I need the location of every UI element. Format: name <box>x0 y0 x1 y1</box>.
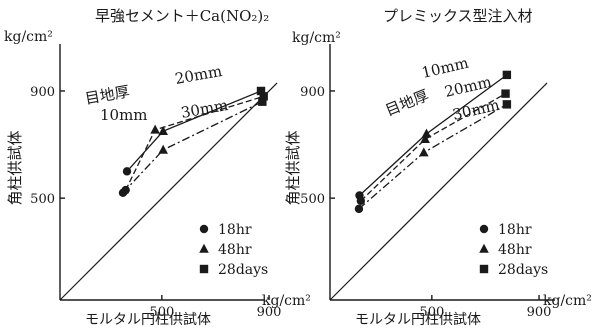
legend-label: 18hr <box>218 222 252 238</box>
data-point-48hr <box>150 124 160 134</box>
joint-thickness-annotation: 目地厚 <box>383 86 431 120</box>
series-10mm: 10mm <box>100 86 266 176</box>
y-tick-label: 900 <box>30 85 55 100</box>
series-line <box>122 101 263 194</box>
y-tick-label: 500 <box>30 192 55 207</box>
data-point-28days <box>258 97 267 106</box>
x-axis-label: モルタル円柱供試体 <box>355 312 481 328</box>
data-point-48hr <box>419 147 429 157</box>
series-30mm: 30mm <box>354 96 512 214</box>
data-point-18hr <box>356 196 366 206</box>
y-tick-label: 900 <box>300 85 325 100</box>
data-point-28days <box>259 92 268 101</box>
x-axis-label: モルタル円柱供試体 <box>85 312 211 328</box>
series-label: 30mm <box>180 96 230 122</box>
y-tick-label: 500 <box>300 192 325 207</box>
series-20mm: 20mm <box>121 62 268 195</box>
x-tick-label: 900 <box>527 305 552 320</box>
legend: 18hr 48hr 28days <box>479 222 548 278</box>
joint-thickness-annotation: 目地厚 <box>84 82 131 108</box>
series-line <box>360 93 506 202</box>
y-unit-label: kg/cm² <box>4 29 53 45</box>
x-tick-label: 500 <box>419 305 444 320</box>
legend-marker-28days <box>199 264 209 274</box>
diagonal-reference-line <box>59 82 278 301</box>
data-point-18hr <box>118 188 128 197</box>
x-unit-label: kg/cm² <box>543 293 592 309</box>
series-line <box>358 103 508 210</box>
chart-title: 早強セメント＋Ca(NO₂)₂ <box>95 7 269 25</box>
legend-label: 48hr <box>498 242 532 258</box>
panel-1: 早強セメント＋Ca(NO₂)₂ kg/cm² kg/cm² 500 900 500 900 角… <box>4 7 311 328</box>
series-line <box>359 74 508 196</box>
legend-label: 28days <box>218 262 268 278</box>
data-point-28days <box>501 89 510 98</box>
legend-marker-48hr <box>479 243 489 253</box>
data-point-28days <box>502 100 512 109</box>
legend-marker-28days <box>479 264 489 274</box>
data-point-18hr <box>354 204 364 214</box>
series-20mm: 20mm <box>356 73 510 206</box>
data-point-48hr <box>158 144 168 154</box>
legend: 18hr 48hr 28days <box>199 222 268 278</box>
legend-marker-18hr <box>199 224 209 234</box>
series-label: 10mm <box>420 54 470 82</box>
data-point-48hr <box>421 128 432 138</box>
legend-label: 18hr <box>498 222 532 238</box>
x-tick-label: 500 <box>149 305 174 320</box>
series-label: 10mm <box>100 106 148 124</box>
legend-marker-18hr <box>479 224 489 234</box>
y-unit-label: kg/cm² <box>292 30 341 46</box>
series-label: 30mm <box>451 96 501 124</box>
legend-label: 48hr <box>218 242 252 258</box>
x-unit-label: kg/cm² <box>262 293 311 309</box>
y-axis-label: 角柱供試体 <box>284 130 302 205</box>
data-point-28days <box>502 70 512 80</box>
data-point-48hr <box>420 134 430 143</box>
data-point-48hr <box>158 125 168 135</box>
data-point-28days <box>256 86 266 96</box>
data-point-18hr <box>122 167 132 176</box>
series-label: 20mm <box>174 62 224 88</box>
legend-label: 28days <box>498 262 548 278</box>
panel-2: プレミックス型注入材 kg/cm² kg/cm² 500 900 500 900 角柱供試体モ… <box>284 7 592 328</box>
x-tick-label: 900 <box>257 305 282 320</box>
y-axis-label: 角柱供試体 <box>6 130 24 205</box>
legend-marker-48hr <box>199 243 209 253</box>
chart-title: プレミックス型注入材 <box>383 7 533 25</box>
series-label: 20mm <box>443 73 493 101</box>
diagonal-reference-line <box>329 82 548 301</box>
